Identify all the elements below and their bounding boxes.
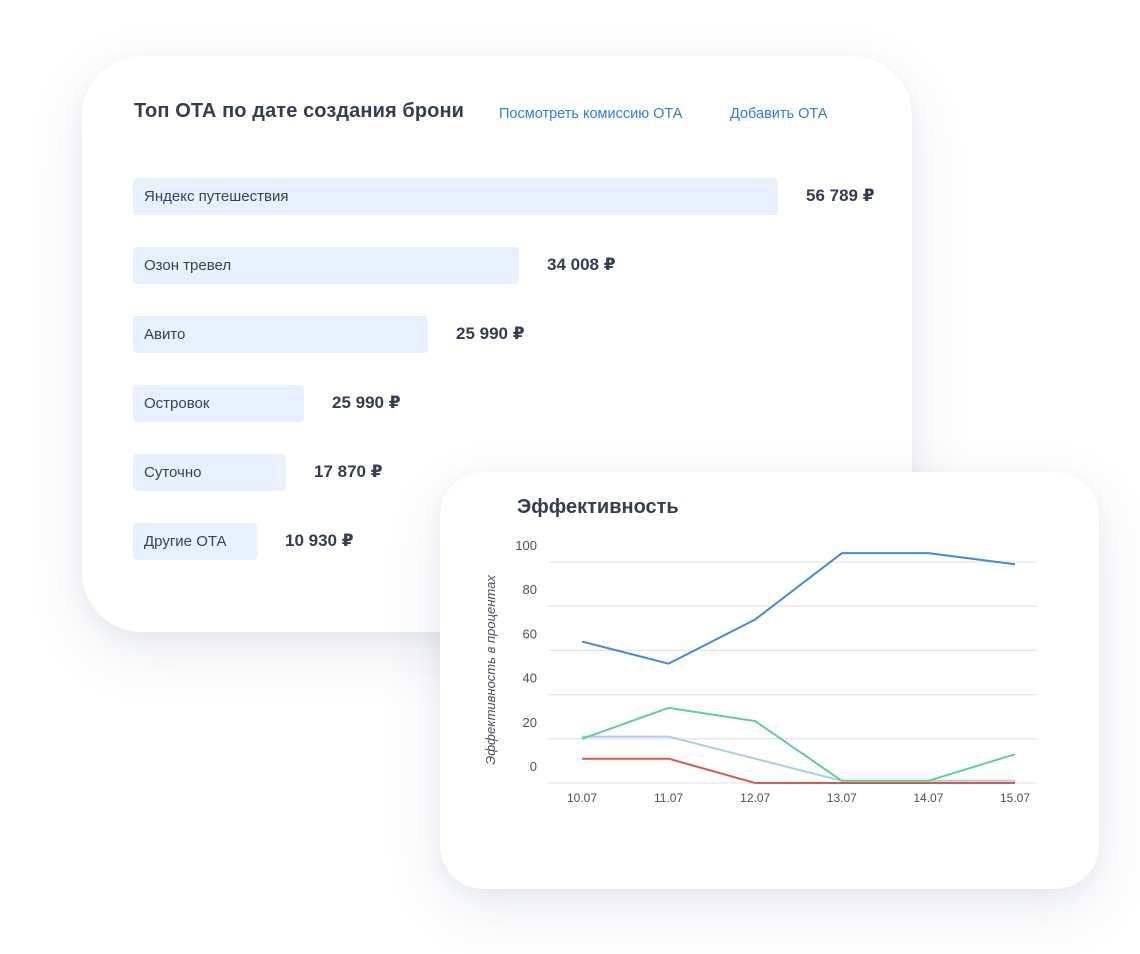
ota-bar xyxy=(133,316,428,353)
top-ota-title: Топ ОТА по дате создания брони xyxy=(134,100,465,122)
x-tick-label: 14.07 xyxy=(913,791,943,805)
ota-bar xyxy=(133,247,519,284)
ota-value: 17 870 ₽ xyxy=(314,462,383,481)
x-tick-label: 15.07 xyxy=(1000,791,1030,805)
x-tick-label: 10.07 xyxy=(567,791,597,805)
ota-value: 10 930 ₽ xyxy=(285,531,354,550)
series-line-0 xyxy=(581,552,1016,665)
series-line-3 xyxy=(582,757,1015,784)
efficiency-card: Эффективность 0 20 40 60 80 100 10.07 11.07 12.0… xyxy=(440,472,1099,889)
ota-bar xyxy=(133,178,778,215)
ota-label: Авито xyxy=(144,326,186,343)
y-tick-label: 20 xyxy=(523,715,537,730)
ota-value: 34 008 ₽ xyxy=(547,255,616,274)
ota-bar xyxy=(133,523,257,560)
add-ota-link[interactable]: Добавить ОТА xyxy=(730,106,828,122)
ota-value: 56 789 ₽ xyxy=(806,186,875,205)
ota-label: Островок xyxy=(144,395,210,412)
series-line-1 xyxy=(581,706,1016,782)
view-commission-link[interactable]: Посмотреть комиссию ОТА xyxy=(499,106,683,122)
ota-label: Суточно xyxy=(144,464,202,481)
ota-bar xyxy=(133,454,286,491)
y-tick-label: 40 xyxy=(523,671,537,686)
y-axis-label: Эффективность в процентах xyxy=(483,575,498,765)
y-tick-label: 100 xyxy=(515,538,537,553)
x-tick-label: 13.07 xyxy=(827,791,857,805)
ota-value: 25 990 ₽ xyxy=(332,393,401,412)
y-tick-label: 60 xyxy=(523,626,537,641)
ota-value: 25 990 ₽ xyxy=(456,324,525,343)
y-tick-label: 80 xyxy=(523,582,537,597)
ota-label: Озон тревел xyxy=(144,257,232,274)
y-tick-label: 0 xyxy=(530,759,537,774)
series-line-2 xyxy=(582,735,1015,782)
chart-title: Эффективность xyxy=(517,496,679,518)
x-tick-label: 12.07 xyxy=(740,791,770,805)
ota-label: Другие ОТА xyxy=(144,533,227,550)
ota-bar xyxy=(133,385,304,422)
x-tick-label: 11.07 xyxy=(654,791,683,805)
efficiency-chart: 0 20 40 60 80 100 10.07 11.07 12.07 13.07 14.07 15.… xyxy=(483,538,1037,805)
ota-label: Яндекс путешествия xyxy=(144,188,289,205)
